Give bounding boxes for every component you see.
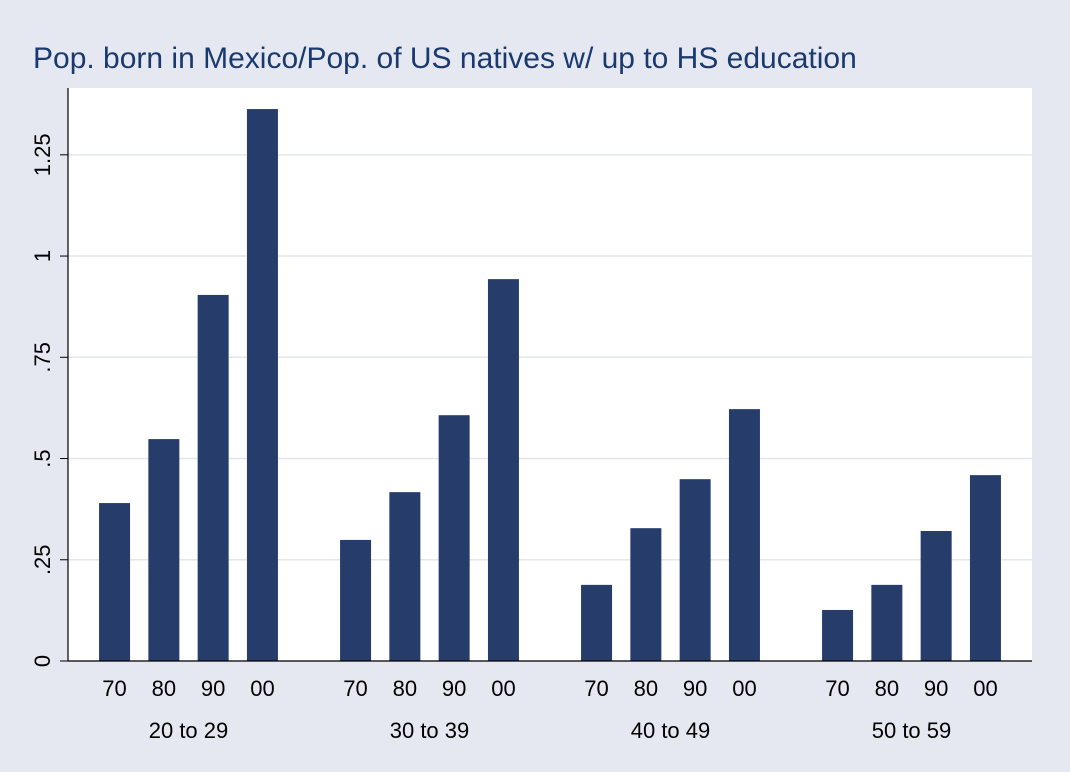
x-tick-label: 70	[584, 676, 608, 701]
group-label: 40 to 49	[631, 718, 711, 743]
y-tick-label: .75	[30, 342, 55, 373]
group-label: 20 to 29	[149, 718, 229, 743]
x-tick-label: 70	[102, 676, 126, 701]
x-tick-label: 80	[875, 676, 899, 701]
bar	[389, 492, 421, 661]
bar	[728, 409, 760, 661]
x-tick-label: 00	[732, 676, 756, 701]
x-tick-label: 90	[442, 676, 466, 701]
bar	[871, 584, 903, 661]
bar	[679, 479, 711, 661]
bar	[581, 584, 613, 661]
bar	[969, 475, 1001, 661]
bar	[822, 609, 854, 661]
bar	[340, 539, 372, 661]
x-tick-label: 90	[924, 676, 948, 701]
group-label: 50 to 59	[872, 718, 952, 743]
x-tick-label: 90	[201, 676, 225, 701]
bar	[197, 294, 229, 661]
x-tick-label: 80	[634, 676, 658, 701]
bar	[99, 503, 131, 661]
y-tick-label: .25	[30, 544, 55, 575]
x-tick-label: 70	[343, 676, 367, 701]
y-tick-label: 1	[30, 250, 55, 262]
x-tick-label: 80	[393, 676, 417, 701]
bar	[630, 528, 662, 661]
x-tick-label: 00	[250, 676, 274, 701]
x-tick-label: 90	[683, 676, 707, 701]
x-tick-label: 00	[973, 676, 997, 701]
bar	[438, 415, 470, 661]
bar	[246, 109, 278, 661]
bar	[487, 279, 519, 661]
x-tick-label: 70	[825, 676, 849, 701]
x-tick-label: 80	[152, 676, 176, 701]
bar	[148, 439, 180, 661]
chart-title: Pop. born in Mexico/Pop. of US natives w…	[33, 42, 857, 75]
y-tick-label: 1.25	[30, 133, 55, 176]
y-tick-label: 0	[30, 655, 55, 667]
group-label: 30 to 39	[390, 718, 470, 743]
plot-area	[68, 88, 1032, 661]
y-tick-label: .5	[30, 449, 55, 467]
bar	[920, 531, 952, 661]
x-tick-label: 00	[491, 676, 515, 701]
